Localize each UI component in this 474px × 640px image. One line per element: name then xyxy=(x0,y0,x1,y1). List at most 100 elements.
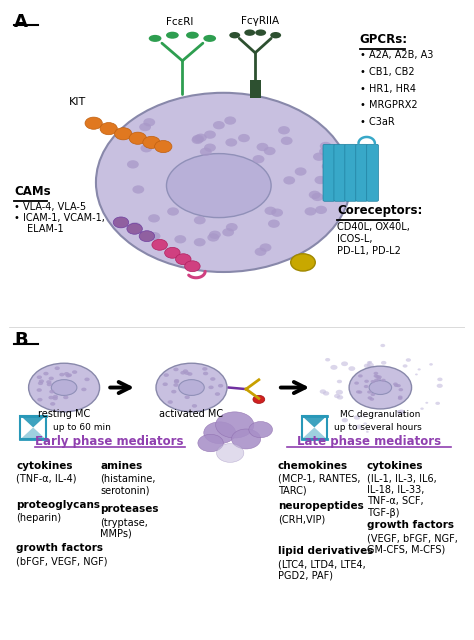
FancyBboxPatch shape xyxy=(323,144,335,201)
Circle shape xyxy=(195,134,207,142)
Text: growth factors: growth factors xyxy=(367,520,454,530)
Circle shape xyxy=(155,140,172,152)
Circle shape xyxy=(398,397,402,400)
Circle shape xyxy=(397,410,402,414)
Circle shape xyxy=(183,369,188,373)
Text: FcεRI: FcεRI xyxy=(166,17,194,27)
Text: proteoglycans: proteoglycans xyxy=(16,500,100,509)
Circle shape xyxy=(139,123,151,131)
Text: Coreceptors:: Coreceptors: xyxy=(337,204,422,218)
Circle shape xyxy=(164,247,180,258)
Circle shape xyxy=(173,383,179,387)
Circle shape xyxy=(222,228,234,236)
Text: • CB1, CB2: • CB1, CB2 xyxy=(360,67,414,77)
Circle shape xyxy=(194,238,206,246)
Text: (bFGF, VEGF, NGF): (bFGF, VEGF, NGF) xyxy=(16,556,108,566)
Circle shape xyxy=(46,383,52,387)
Circle shape xyxy=(84,378,90,381)
Circle shape xyxy=(367,396,372,399)
Circle shape xyxy=(198,435,223,452)
Circle shape xyxy=(64,372,69,376)
Circle shape xyxy=(429,363,433,365)
Text: cytokines: cytokines xyxy=(16,461,73,471)
Circle shape xyxy=(374,379,379,382)
Circle shape xyxy=(402,364,408,367)
Circle shape xyxy=(398,396,402,399)
Text: (IL-1, IL-3, IL6,: (IL-1, IL-3, IL6, xyxy=(367,474,437,484)
Text: TNF-α, SCF,: TNF-α, SCF, xyxy=(367,496,423,506)
Circle shape xyxy=(81,388,87,391)
Circle shape xyxy=(356,390,361,394)
Circle shape xyxy=(365,428,369,430)
Text: • VLA-4, VLA-5: • VLA-4, VLA-5 xyxy=(14,202,86,212)
Circle shape xyxy=(171,390,176,394)
Text: (LTC4, LTD4, LTE4,: (LTC4, LTD4, LTE4, xyxy=(278,559,366,570)
Text: chemokines: chemokines xyxy=(278,461,348,471)
Circle shape xyxy=(376,377,381,380)
Circle shape xyxy=(148,214,160,223)
Circle shape xyxy=(437,378,443,381)
Circle shape xyxy=(278,126,290,134)
Circle shape xyxy=(356,424,363,429)
Circle shape xyxy=(218,384,223,388)
Circle shape xyxy=(337,380,342,383)
Ellipse shape xyxy=(270,32,281,38)
Text: Early phase mediators: Early phase mediators xyxy=(36,435,184,447)
Text: proteases: proteases xyxy=(100,504,159,515)
Text: • MRGPRX2: • MRGPRX2 xyxy=(360,100,418,110)
Circle shape xyxy=(334,394,340,398)
Text: resting MC: resting MC xyxy=(38,410,90,419)
Circle shape xyxy=(36,388,42,392)
Text: CD40L, OX40L,: CD40L, OX40L, xyxy=(337,222,410,232)
Circle shape xyxy=(127,160,139,168)
Text: (histamine,: (histamine, xyxy=(100,474,156,484)
Circle shape xyxy=(364,364,371,368)
Circle shape xyxy=(398,410,405,415)
Circle shape xyxy=(174,235,186,243)
Circle shape xyxy=(191,136,203,144)
Polygon shape xyxy=(20,428,46,439)
Circle shape xyxy=(192,404,197,408)
FancyBboxPatch shape xyxy=(367,144,379,201)
Circle shape xyxy=(375,375,380,378)
Text: (heparin): (heparin) xyxy=(16,513,62,523)
Circle shape xyxy=(367,361,371,364)
Circle shape xyxy=(174,380,179,383)
Text: serotonin): serotonin) xyxy=(100,485,150,495)
Circle shape xyxy=(336,390,343,395)
Circle shape xyxy=(202,367,208,371)
Circle shape xyxy=(231,429,261,449)
Circle shape xyxy=(313,152,325,161)
Polygon shape xyxy=(20,415,46,428)
Circle shape xyxy=(50,402,55,406)
Circle shape xyxy=(37,398,43,401)
Circle shape xyxy=(264,147,275,155)
Circle shape xyxy=(319,147,331,156)
Circle shape xyxy=(167,207,179,216)
Circle shape xyxy=(55,367,60,370)
Circle shape xyxy=(253,155,264,163)
Circle shape xyxy=(204,422,236,444)
Text: • HR1, HR4: • HR1, HR4 xyxy=(360,83,416,93)
Circle shape xyxy=(354,381,359,385)
Circle shape xyxy=(185,261,200,272)
Circle shape xyxy=(342,418,348,422)
Circle shape xyxy=(65,374,71,378)
Text: (tryptase,: (tryptase, xyxy=(100,518,148,527)
Circle shape xyxy=(381,379,386,382)
Circle shape xyxy=(354,415,360,420)
Circle shape xyxy=(200,148,212,156)
Circle shape xyxy=(203,372,208,375)
Circle shape xyxy=(420,408,424,410)
Circle shape xyxy=(371,393,375,396)
Circle shape xyxy=(399,388,403,391)
Circle shape xyxy=(315,205,327,214)
Circle shape xyxy=(49,390,55,394)
Circle shape xyxy=(210,377,216,381)
Circle shape xyxy=(215,392,220,396)
Circle shape xyxy=(253,396,265,403)
Circle shape xyxy=(207,234,219,242)
FancyBboxPatch shape xyxy=(356,144,368,201)
Circle shape xyxy=(322,162,334,170)
Text: ELAM-1: ELAM-1 xyxy=(27,224,64,234)
